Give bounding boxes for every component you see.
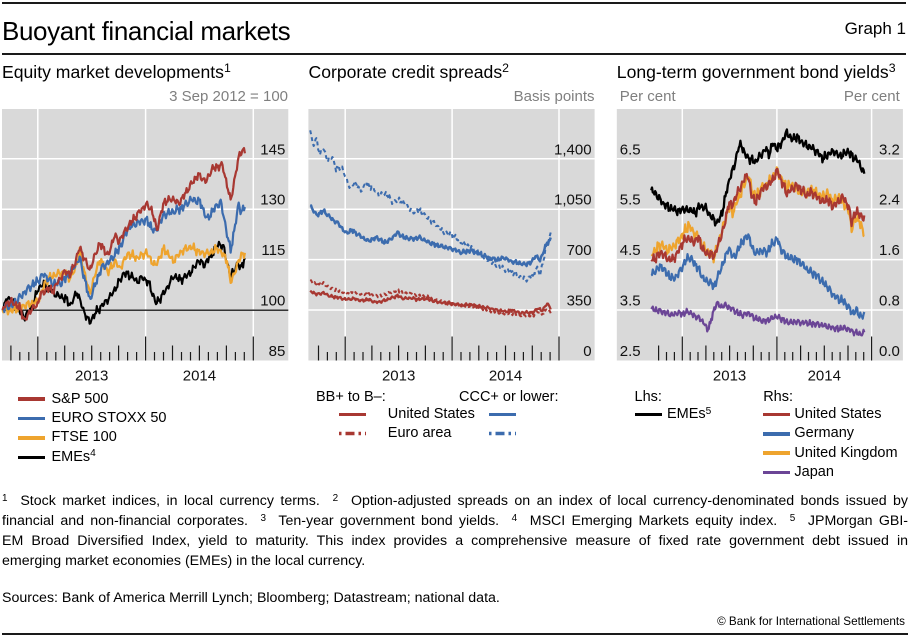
svg-text:115: 115 (261, 242, 285, 259)
svg-text:350: 350 (567, 293, 592, 310)
svg-text:2014: 2014 (489, 368, 522, 385)
svg-text:5.5: 5.5 (620, 192, 641, 209)
svg-text:4.5: 4.5 (620, 242, 641, 259)
svg-text:1,400: 1,400 (554, 141, 592, 158)
svg-text:145: 145 (260, 141, 285, 158)
svg-text:1.6: 1.6 (879, 242, 900, 259)
svg-text:700: 700 (567, 242, 592, 259)
svg-text:0.8: 0.8 (879, 293, 900, 310)
svg-text:2014: 2014 (183, 368, 216, 385)
svg-text:85: 85 (269, 343, 286, 360)
svg-text:2013: 2013 (75, 368, 108, 385)
svg-text:3.2: 3.2 (879, 141, 900, 158)
svg-text:1,050: 1,050 (554, 192, 592, 209)
svg-text:0: 0 (583, 343, 591, 360)
svg-text:2013: 2013 (713, 368, 746, 385)
svg-text:2013: 2013 (382, 368, 415, 385)
svg-text:2.4: 2.4 (879, 192, 900, 209)
svg-text:130: 130 (260, 192, 285, 209)
svg-text:2.5: 2.5 (620, 343, 641, 360)
svg-text:100: 100 (260, 293, 285, 310)
svg-text:0.0: 0.0 (879, 343, 900, 360)
svg-text:2014: 2014 (808, 368, 841, 385)
svg-text:6.5: 6.5 (620, 141, 641, 158)
svg-text:3.5: 3.5 (620, 293, 641, 310)
